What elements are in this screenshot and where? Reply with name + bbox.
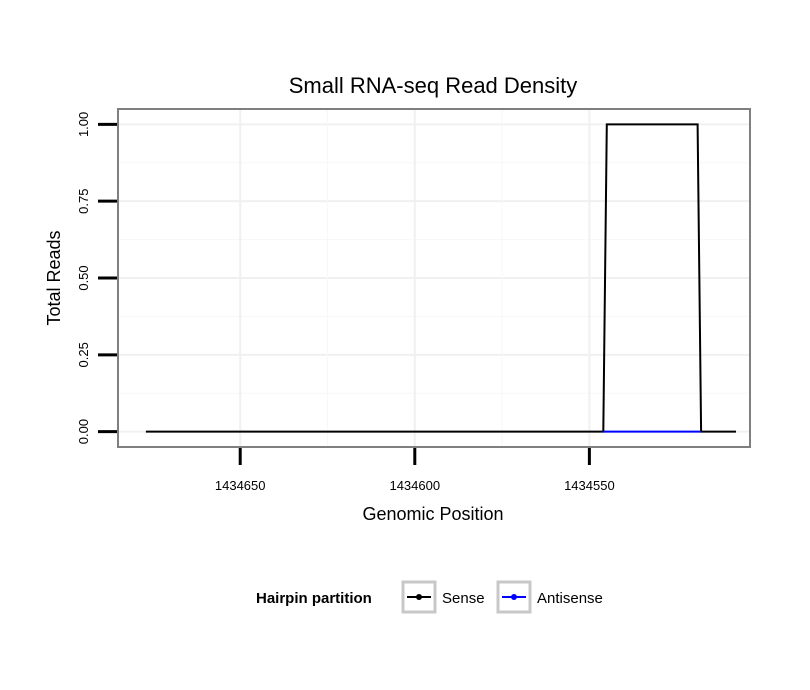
y-tick-label: 0.25 bbox=[76, 342, 91, 367]
x-tick-label: 1434650 bbox=[215, 478, 266, 493]
y-tick-label: 1.00 bbox=[76, 112, 91, 137]
chart-title: Small RNA-seq Read Density bbox=[289, 73, 578, 98]
legend-label-sense: Sense bbox=[442, 590, 485, 607]
legend-entry-antisense: Antisense bbox=[496, 580, 603, 614]
y-axis-title: Total Reads bbox=[44, 230, 64, 325]
y-tick-label: 0.00 bbox=[76, 419, 91, 444]
grid bbox=[118, 109, 750, 447]
series-layer bbox=[145, 123, 736, 433]
x-axis: 1434650 1434600 1434550 bbox=[215, 448, 615, 493]
x-tick-label: 1434550 bbox=[564, 478, 615, 493]
x-tick-label: 1434600 bbox=[389, 478, 440, 493]
legend-point-antisense bbox=[511, 594, 517, 600]
legend-label-antisense: Antisense bbox=[537, 590, 603, 607]
series-line-sense bbox=[145, 123, 736, 433]
y-tick-label: 0.75 bbox=[76, 189, 91, 214]
y-axis: 0.00 0.25 0.50 0.75 1.00 bbox=[76, 112, 117, 444]
legend-title: Hairpin partition bbox=[256, 590, 372, 607]
x-axis-title: Genomic Position bbox=[362, 504, 503, 524]
legend: Hairpin partition Sense Antisense bbox=[256, 580, 603, 614]
legend-point-sense bbox=[416, 594, 422, 600]
plot-panel-border bbox=[117, 108, 751, 448]
y-tick-label: 0.50 bbox=[76, 265, 91, 290]
legend-entry-sense: Sense bbox=[401, 580, 485, 614]
